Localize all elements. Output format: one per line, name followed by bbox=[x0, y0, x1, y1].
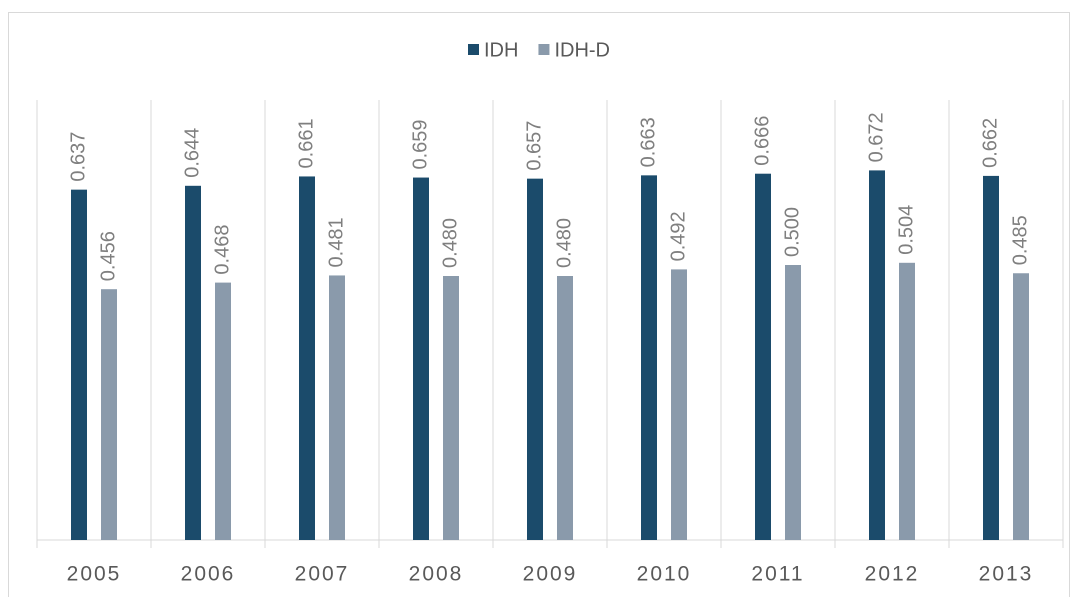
data-label: 0.637 bbox=[67, 132, 89, 182]
bar bbox=[329, 275, 345, 540]
data-label: 0.492 bbox=[667, 211, 689, 261]
legend-swatch bbox=[468, 44, 479, 55]
legend-swatch bbox=[538, 44, 550, 55]
data-label: 0.485 bbox=[1009, 215, 1031, 265]
bar bbox=[671, 269, 687, 540]
x-tick-label: 2008 bbox=[409, 563, 464, 586]
data-label: 0.456 bbox=[97, 231, 119, 281]
data-label: 0.468 bbox=[211, 225, 233, 275]
x-tick-label: 2011 bbox=[751, 563, 804, 586]
data-label: 0.644 bbox=[181, 128, 203, 178]
x-tick-label: 2006 bbox=[181, 563, 236, 586]
bar bbox=[215, 282, 231, 540]
data-label: 0.672 bbox=[865, 112, 887, 162]
x-tick-label: 2010 bbox=[637, 563, 692, 586]
legend-label: IDH bbox=[484, 39, 518, 61]
bar bbox=[1013, 273, 1029, 540]
bar bbox=[641, 175, 657, 540]
bar bbox=[869, 170, 885, 540]
bar bbox=[983, 175, 999, 540]
bar bbox=[899, 262, 915, 540]
data-label: 0.666 bbox=[751, 116, 773, 166]
data-label: 0.663 bbox=[637, 117, 659, 167]
bar bbox=[413, 177, 429, 541]
data-label: 0.480 bbox=[439, 218, 461, 268]
bar bbox=[785, 265, 801, 540]
bar bbox=[71, 189, 87, 540]
x-tick-label: 2012 bbox=[865, 563, 920, 586]
bar bbox=[299, 176, 315, 540]
x-tick-label: 2007 bbox=[295, 563, 350, 586]
x-tick-label: 2009 bbox=[523, 563, 578, 586]
bar bbox=[101, 289, 117, 540]
data-label: 0.500 bbox=[781, 207, 803, 257]
bar bbox=[557, 276, 573, 540]
bar bbox=[755, 173, 771, 540]
data-label: 0.661 bbox=[295, 118, 317, 168]
x-tick-label: 2013 bbox=[979, 563, 1034, 586]
data-label: 0.659 bbox=[409, 119, 431, 169]
legend-label: IDH-D bbox=[554, 39, 610, 61]
bar bbox=[185, 185, 201, 541]
data-label: 0.480 bbox=[553, 218, 575, 268]
x-tick-label: 2005 bbox=[67, 563, 122, 586]
data-label: 0.481 bbox=[325, 217, 347, 267]
data-label: 0.504 bbox=[895, 205, 917, 255]
bar bbox=[527, 178, 543, 540]
data-label: 0.657 bbox=[523, 121, 545, 171]
bar bbox=[443, 276, 459, 540]
data-label: 0.662 bbox=[979, 118, 1001, 168]
